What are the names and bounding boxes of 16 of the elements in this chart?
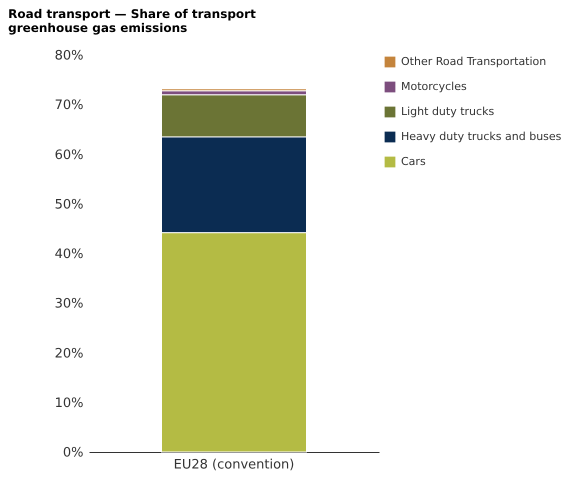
y-tick-label: 10% <box>54 396 84 411</box>
legend-label: Other Road Transportation <box>401 55 546 68</box>
y-tick-label: 50% <box>54 197 84 212</box>
legend-label: Heavy duty trucks and buses <box>401 130 562 143</box>
y-tick-label: 20% <box>54 346 84 362</box>
y-tick-label: 30% <box>54 296 84 312</box>
legend-label: Motorcycles <box>401 80 467 93</box>
chart-title: Road transport — Share of transport greenhouse gas emissions <box>8 7 256 35</box>
x-tick-label: EU28 (convention) <box>174 458 294 472</box>
y-tick-label: 70% <box>54 98 84 114</box>
y-tick-label: 60% <box>54 148 84 163</box>
legend-label: Cars <box>401 155 426 168</box>
y-tick-label: 80% <box>54 48 84 64</box>
y-tick-label: 0% <box>62 446 84 460</box>
legend-label: Light duty trucks <box>401 105 494 118</box>
y-tick-label: 40% <box>54 247 84 262</box>
